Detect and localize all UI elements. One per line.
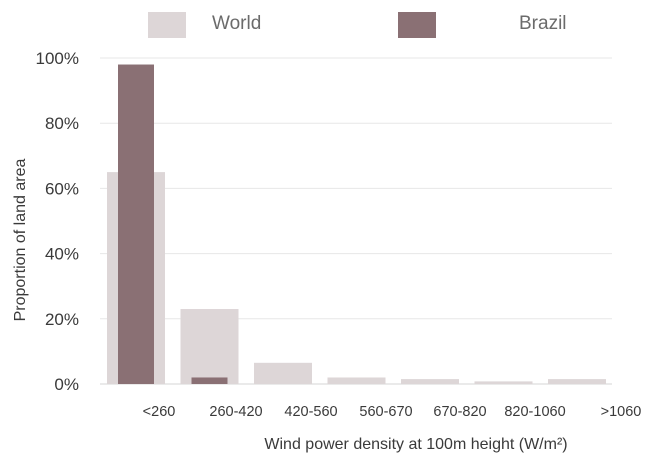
legend-swatch-world (148, 12, 186, 38)
x-tick-label: 560-670 (359, 404, 412, 420)
bar-world-6 (548, 379, 606, 384)
bar-brazil-1 (191, 377, 228, 384)
bar-brazil-0 (118, 64, 154, 385)
bar-world-4 (401, 379, 459, 384)
y-tick-label: 100% (36, 49, 79, 68)
y-tick-label: 60% (45, 179, 79, 198)
x-tick-label: 820-1060 (504, 404, 565, 420)
x-axis-ticks: <260 260-420 420-560 560-670 670-820 820-1060… (143, 404, 642, 420)
y-tick-label: 40% (45, 245, 79, 264)
bars (107, 64, 606, 385)
bar-world-1 (180, 309, 239, 384)
x-tick-label: 670-820 (433, 404, 486, 420)
x-tick-label: 420-560 (284, 404, 337, 420)
legend-label-brazil: Brazil (519, 13, 567, 34)
bar-world-3 (327, 377, 386, 384)
x-axis-title: Wind power density at 100m height (W/m²) (264, 436, 567, 453)
x-tick-label: <260 (143, 404, 176, 420)
x-tick-label: 260-420 (209, 404, 262, 420)
x-tick-label: >1060 (601, 404, 642, 420)
y-axis-title: Proportion of land area (12, 159, 29, 322)
legend-swatch-brazil (398, 12, 436, 38)
legend: World Brazil (148, 12, 567, 38)
legend-label-world: World (212, 13, 261, 34)
gridlines (100, 57, 612, 385)
y-tick-label: 0% (54, 375, 79, 394)
y-tick-label: 20% (45, 310, 79, 329)
bar-world-5 (474, 381, 533, 384)
bar-world-2 (254, 362, 312, 384)
y-tick-label: 80% (45, 114, 79, 133)
y-axis-ticks: 0% 20% 40% 60% 80% 100% (36, 49, 79, 394)
